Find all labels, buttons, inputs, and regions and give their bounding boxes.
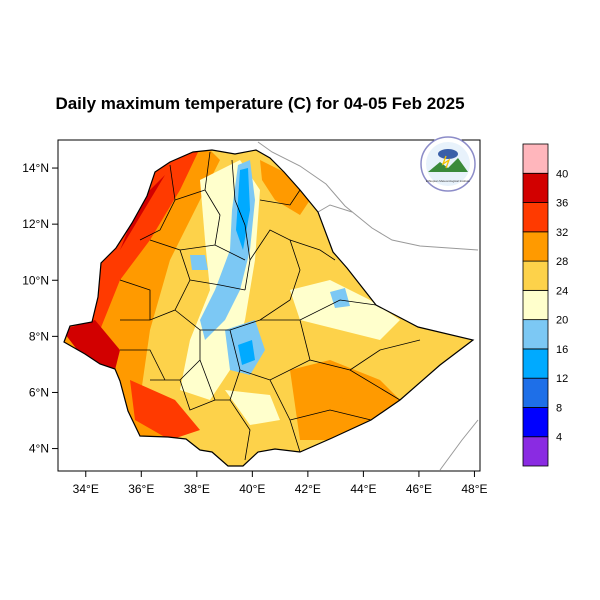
colorbar-swatch bbox=[522, 377, 549, 408]
colorbar-swatch bbox=[522, 348, 549, 379]
institute-logo: Ethiopian Meteorological Institute bbox=[420, 136, 476, 192]
x-tick-label: 48°E bbox=[461, 482, 487, 496]
colorbar-label: 8 bbox=[556, 402, 562, 414]
colorbar-label: 20 bbox=[556, 315, 568, 327]
colorbar-swatch bbox=[522, 260, 549, 291]
colorbar-swatch bbox=[522, 289, 549, 321]
y-axis: 4°N 6°N 8°N 10°N 12°N 14°N bbox=[22, 161, 58, 456]
neighbor-borders bbox=[257, 141, 479, 471]
colorbar-label: 12 bbox=[556, 373, 568, 385]
y-tick-label: 10°N bbox=[22, 273, 49, 287]
colorbar-label: 32 bbox=[556, 227, 568, 239]
colorbar-swatch bbox=[522, 407, 549, 438]
x-tick-label: 34°E bbox=[73, 482, 99, 496]
colorbar-swatch bbox=[522, 231, 549, 262]
colorbar-swatch bbox=[522, 143, 549, 174]
y-tick-label: 14°N bbox=[22, 161, 49, 175]
colorbar-label: 4 bbox=[556, 432, 562, 444]
colorbar-label: 16 bbox=[556, 344, 568, 356]
x-tick-label: 40°E bbox=[239, 482, 265, 496]
colorbar: 4 8 12 16 20 24 28 32 36 40 bbox=[522, 143, 568, 467]
colorbar-label: 40 bbox=[556, 168, 568, 180]
map-title: Daily maximum temperature (C) for 04-05 … bbox=[55, 94, 465, 113]
x-tick-label: 44°E bbox=[350, 482, 376, 496]
x-tick-label: 38°E bbox=[184, 482, 210, 496]
x-tick-label: 42°E bbox=[295, 482, 321, 496]
temperature-field bbox=[64, 150, 473, 466]
y-tick-label: 6°N bbox=[29, 385, 49, 399]
y-tick-label: 4°N bbox=[29, 442, 49, 456]
logo-text: Ethiopian Meteorological Institute bbox=[426, 179, 471, 183]
y-tick-label: 12°N bbox=[22, 217, 49, 231]
colorbar-swatch bbox=[522, 436, 549, 467]
x-tick-label: 46°E bbox=[406, 482, 432, 496]
country-outline bbox=[63, 149, 475, 467]
x-tick-label: 36°E bbox=[128, 482, 154, 496]
plot-frame bbox=[57, 139, 481, 472]
y-tick-label: 8°N bbox=[29, 329, 49, 343]
colorbar-swatch bbox=[522, 202, 549, 233]
colorbar-label: 36 bbox=[556, 198, 568, 210]
colorbar-swatch bbox=[522, 319, 549, 350]
colorbar-label: 28 bbox=[556, 256, 568, 268]
colorbar-swatch bbox=[522, 172, 549, 203]
colorbar-label: 24 bbox=[556, 285, 568, 297]
x-axis: 34°E 36°E 38°E 40°E 42°E 44°E 46°E 48°E bbox=[73, 471, 488, 496]
admin-boundaries bbox=[119, 151, 421, 461]
